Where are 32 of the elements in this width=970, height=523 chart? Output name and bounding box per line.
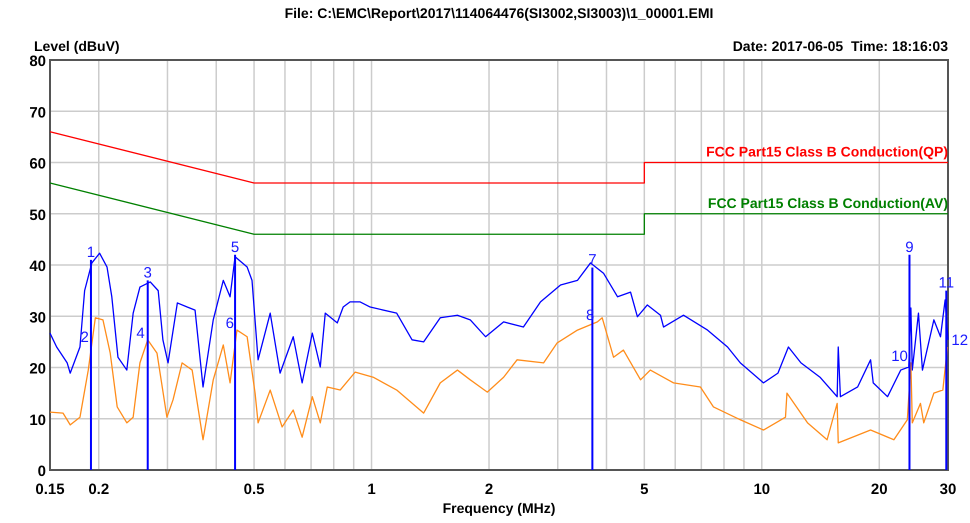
y-tick-label: 50	[29, 206, 46, 224]
chart-title: File: C:\EMC\Report\2017\114064476(SI3002,SI3003)\1_00001.EMI	[284, 5, 714, 21]
annotation: 12	[951, 332, 968, 349]
x-tick-label: 10	[753, 481, 770, 498]
y-tick-label: 80	[29, 53, 46, 70]
x-tick-label: 0.5	[244, 481, 264, 498]
annotation: 1	[86, 244, 96, 261]
x-tick-label: 30	[940, 481, 956, 498]
annotation: 6	[226, 315, 234, 332]
annotation: 9	[905, 238, 914, 256]
annotation: 7	[588, 252, 597, 269]
y-axis-title: Level (dBuV)	[34, 38, 120, 54]
annotation: 5	[230, 238, 240, 256]
y-tick-label: 0	[38, 463, 46, 480]
x-axis-title: Frequency (MHz)	[442, 500, 556, 516]
x-tick-label: 1	[367, 481, 376, 498]
x-tick-label: 0.15	[35, 481, 65, 498]
annotation: 4	[136, 324, 145, 342]
x-tick-label: 20	[870, 481, 888, 498]
y-tick-label: 70	[29, 104, 46, 122]
x-tick-label: 5	[640, 481, 648, 498]
annotation: 3	[144, 264, 152, 282]
y-tick-label: 20	[29, 360, 46, 378]
y-tick-label: 40	[29, 258, 46, 275]
annotation: 10	[891, 348, 908, 365]
y-tick-label: 10	[29, 412, 46, 429]
annotation: 2	[80, 328, 89, 346]
x-tick-label: 0.2	[88, 481, 110, 498]
y-tick-label: 60	[29, 156, 46, 172]
y-tick-label: 30	[29, 309, 46, 326]
chart-subtitle: Date: 2017-06-05 Time: 18:16:03	[732, 38, 948, 54]
x-tick-label: 2	[484, 481, 494, 498]
